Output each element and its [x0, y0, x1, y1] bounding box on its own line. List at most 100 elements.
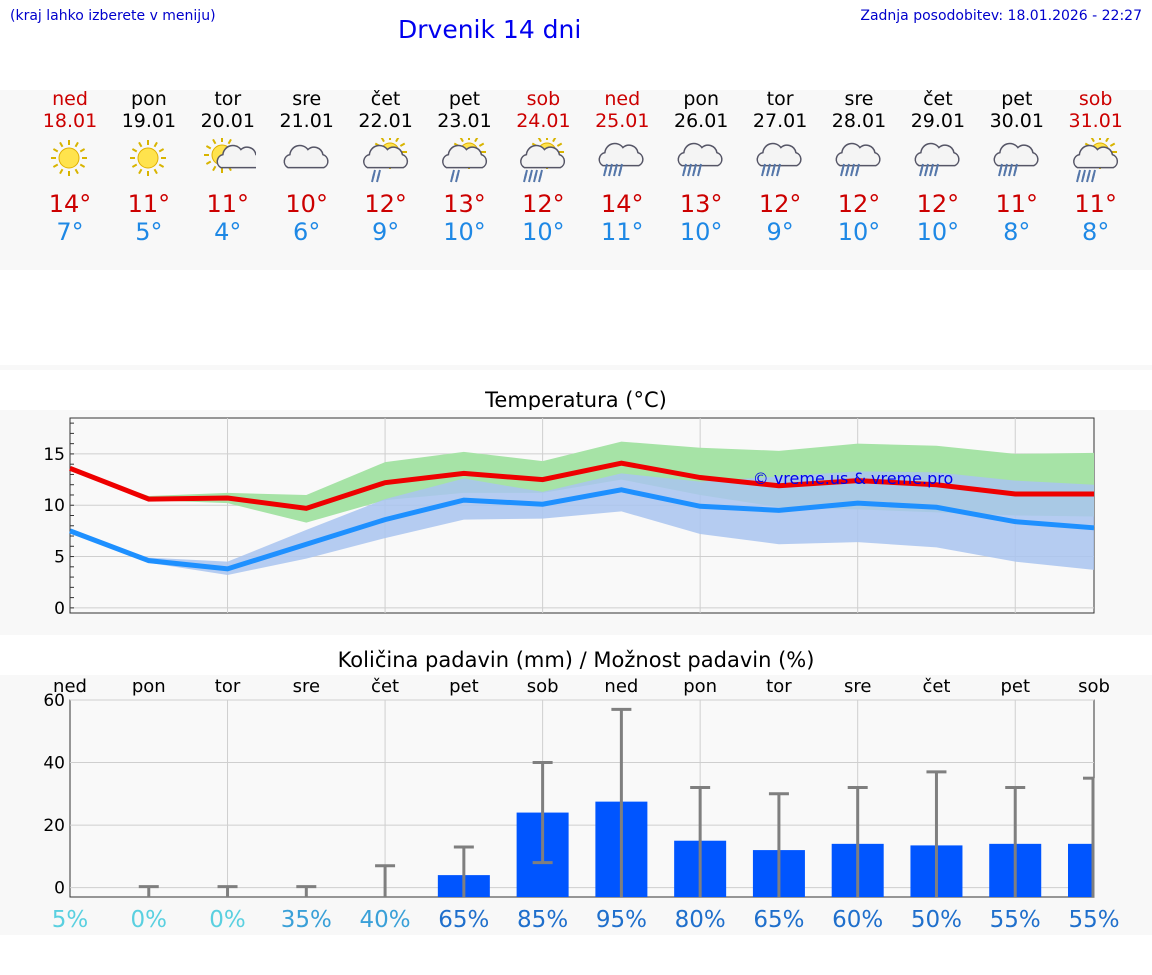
- rain-drop: [1075, 173, 1080, 183]
- day-column: ned 25.01 14° 11°: [582, 88, 662, 246]
- cloud-shape: [362, 144, 408, 169]
- day-column: pon 19.01 11° 5°: [109, 88, 189, 246]
- day-date: 27.01: [752, 110, 808, 132]
- rain-drop: [1085, 173, 1090, 183]
- sun-ray: [74, 168, 79, 175]
- rain-drop: [761, 167, 766, 177]
- max-temp: 12°: [916, 190, 960, 218]
- day-date: 20.01: [200, 110, 255, 132]
- min-temp-line: [69, 487, 1095, 572]
- rain-drop: [613, 167, 618, 177]
- sun-disc: [58, 147, 80, 169]
- rain-drop: [370, 173, 375, 183]
- precip-probability: 65%: [438, 907, 489, 933]
- day-date: 18.01: [42, 110, 98, 132]
- precip-probability: 5%: [52, 907, 89, 933]
- day-label: sre: [844, 676, 871, 697]
- sun-ray: [59, 141, 64, 148]
- rain-drop: [682, 167, 687, 177]
- sun-ray: [138, 141, 143, 148]
- max-temp: 12°: [758, 190, 802, 218]
- max-temp: 10°: [285, 190, 328, 218]
- sun-ray: [153, 168, 158, 175]
- sun-ray: [394, 138, 399, 143]
- day-column: tor 20.01 11° 4°: [188, 88, 268, 246]
- min-temp: 10°: [837, 218, 881, 246]
- day-label: ned: [53, 676, 87, 697]
- day-column: ned 18.01 14° 7°: [30, 88, 110, 246]
- cloud-shape: [756, 142, 802, 167]
- min-temp: 10°: [522, 218, 565, 246]
- day-name: pon: [683, 88, 720, 110]
- day-name: ned: [604, 88, 641, 110]
- max-temp: 12°: [522, 190, 565, 218]
- day-date: 26.01: [673, 110, 729, 132]
- min-temp: 11°: [601, 218, 644, 246]
- sun-disc: [137, 147, 159, 169]
- max-temp: 11°: [995, 190, 1039, 218]
- sun-cloud-heavy-rain-icon: [1072, 138, 1118, 183]
- min-range-band: [70, 471, 1094, 576]
- sun-ray: [1109, 142, 1115, 147]
- rain-drop: [603, 167, 608, 177]
- watermark: © vreme.us & vreme.pro: [753, 469, 954, 488]
- sun-ray: [380, 138, 385, 143]
- day-date: 22.01: [358, 110, 413, 132]
- min-temp: 8°: [1003, 218, 1031, 246]
- rain-drop: [997, 167, 1002, 177]
- cloud-shape: [441, 144, 487, 169]
- cloud-rain-icon: [993, 142, 1039, 177]
- sun-ray: [473, 138, 478, 143]
- sunny-icon: [51, 140, 87, 176]
- max-temp: 14°: [601, 190, 644, 218]
- sun-ray: [399, 142, 405, 147]
- day-name: sre: [292, 88, 322, 110]
- max-temp-line: [69, 460, 1094, 511]
- cloud-rain-icon: [914, 142, 960, 177]
- cloud-rain-icon: [756, 142, 802, 177]
- partly-cloudy-icon: [203, 138, 256, 173]
- day-name: pet: [1001, 88, 1033, 110]
- rain-drop: [850, 167, 854, 177]
- precip-bar: [1068, 843, 1094, 897]
- sun-ray: [79, 163, 86, 168]
- min-temp: 10°: [443, 218, 486, 246]
- sun-ray: [459, 138, 464, 143]
- sun-ray: [478, 142, 484, 147]
- rain-drop: [618, 167, 623, 177]
- day-name: tor: [214, 88, 242, 110]
- rain-drop: [855, 167, 859, 177]
- min-temp: 9°: [371, 218, 400, 246]
- max-temp: 13°: [679, 190, 723, 218]
- rain-drop: [538, 173, 543, 183]
- cloud-shape: [677, 142, 723, 167]
- rain-drop: [454, 173, 459, 183]
- sun-ray: [158, 163, 164, 168]
- rain-drop: [692, 167, 697, 177]
- sunny-icon: [129, 140, 166, 176]
- day-name: ned: [52, 88, 88, 110]
- rain-drop: [1090, 173, 1095, 183]
- day-name: pon: [131, 88, 167, 110]
- day-date: 30.01: [989, 110, 1044, 132]
- cloud-shape: [1072, 144, 1118, 169]
- divider: [0, 365, 1152, 370]
- rain-drop: [923, 167, 928, 177]
- sun-ray: [131, 148, 138, 153]
- rain-drop: [1012, 167, 1017, 177]
- precipitation-chart-title: Količina padavin (mm) / Možnost padavin …: [337, 648, 815, 672]
- cloud-shape: [835, 142, 881, 167]
- cloud-shape: [914, 142, 960, 167]
- y-tick-label: 20: [43, 816, 65, 836]
- sun-ray: [227, 138, 232, 145]
- day-column: pon 26.01 13° 10°: [661, 88, 741, 246]
- sun-ray: [1104, 138, 1109, 143]
- cloud-rain-icon: [598, 142, 644, 177]
- min-temp: 5°: [135, 218, 163, 246]
- day-label: sob: [527, 676, 559, 697]
- rain-drop: [528, 173, 533, 183]
- cloud-rain-icon: [677, 142, 723, 177]
- sun-ray: [52, 148, 59, 153]
- min-temp: 8°: [1082, 218, 1110, 246]
- rain-drop: [918, 167, 923, 177]
